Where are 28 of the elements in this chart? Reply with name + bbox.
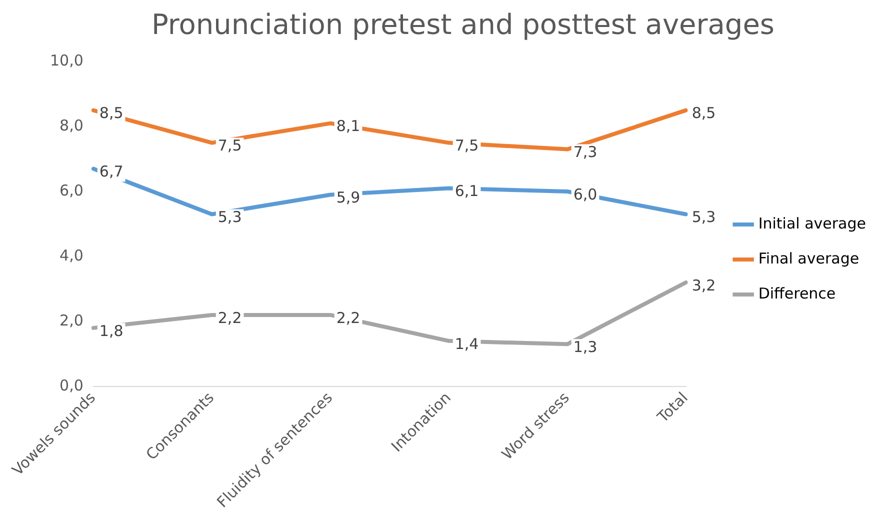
- data-label: 8,1: [336, 117, 360, 136]
- y-tick-label: 4,0: [60, 246, 84, 264]
- y-tick-label: 0,0: [60, 376, 84, 394]
- data-label: 7,5: [218, 136, 242, 155]
- data-label: 5,3: [218, 208, 242, 226]
- legend-label: Initial average: [758, 214, 866, 232]
- data-label: 6,7: [99, 162, 124, 181]
- data-label: 8,5: [99, 104, 124, 122]
- data-label: 1,4: [454, 334, 479, 353]
- data-label: 7,3: [573, 143, 598, 162]
- y-tick-label: 2,0: [60, 311, 84, 330]
- data-label: 1,3: [573, 338, 598, 356]
- data-label: 5,3: [692, 208, 716, 226]
- legend-label: Difference: [758, 284, 836, 302]
- data-label: 3,2: [692, 276, 716, 294]
- y-tick-label: 10,0: [50, 51, 84, 70]
- data-label: 8,5: [692, 104, 716, 122]
- chart-title: Pronunciation pretest and posttest averages: [151, 8, 775, 42]
- legend-label: Final average: [758, 249, 860, 268]
- data-label: 2,2: [336, 308, 360, 327]
- data-label: 1,8: [99, 322, 124, 340]
- data-label: 6,0: [573, 185, 598, 204]
- y-tick-label: 6,0: [60, 181, 84, 200]
- y-tick-label: 8,0: [60, 116, 84, 134]
- data-label: 2,2: [218, 308, 242, 327]
- data-label: 7,5: [454, 136, 479, 155]
- data-label: 5,9: [336, 188, 360, 207]
- data-label: 6,1: [454, 182, 479, 200]
